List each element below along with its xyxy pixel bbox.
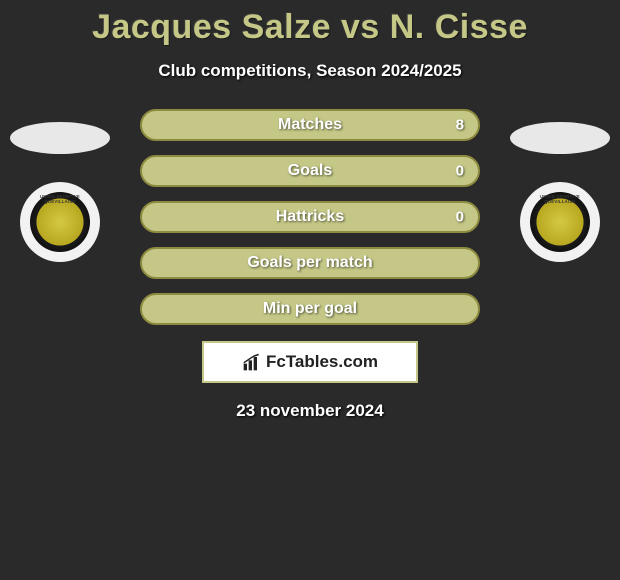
stat-bar-hattricks: Hattricks 0 xyxy=(140,201,480,233)
club-badge-right: UNION SPORTIVE QUEVILLAISE xyxy=(520,182,600,262)
page-title: Jacques Salze vs N. Cisse xyxy=(0,0,620,47)
stat-bars: Matches 8 Goals 0 Hattricks 0 Goals per … xyxy=(140,109,480,325)
stat-label: Matches xyxy=(278,116,342,134)
date-label: 23 november 2024 xyxy=(0,401,620,421)
stat-value-right: 0 xyxy=(456,209,464,226)
bar-chart-icon xyxy=(242,352,262,372)
stat-label: Min per goal xyxy=(263,300,357,318)
stat-bar-matches: Matches 8 xyxy=(140,109,480,141)
stat-label: Hattricks xyxy=(276,208,344,226)
stat-bar-goals: Goals 0 xyxy=(140,155,480,187)
club-badge-left-text: UNION SPORTIVE QUEVILLAISE xyxy=(30,194,90,204)
stat-value-right: 8 xyxy=(456,117,464,134)
brand-box[interactable]: FcTables.com xyxy=(202,341,418,383)
stat-bar-goals-per-match: Goals per match xyxy=(140,247,480,279)
club-badge-right-text: UNION SPORTIVE QUEVILLAISE xyxy=(530,194,590,204)
subtitle: Club competitions, Season 2024/2025 xyxy=(0,61,620,81)
stat-bar-min-per-goal: Min per goal xyxy=(140,293,480,325)
player-right-avatar xyxy=(510,122,610,154)
player-left-avatar xyxy=(10,122,110,154)
stat-label: Goals per match xyxy=(247,254,372,272)
brand-label: FcTables.com xyxy=(266,352,378,372)
stat-label: Goals xyxy=(288,162,332,180)
stat-value-right: 0 xyxy=(456,163,464,180)
club-badge-left: UNION SPORTIVE QUEVILLAISE xyxy=(20,182,100,262)
